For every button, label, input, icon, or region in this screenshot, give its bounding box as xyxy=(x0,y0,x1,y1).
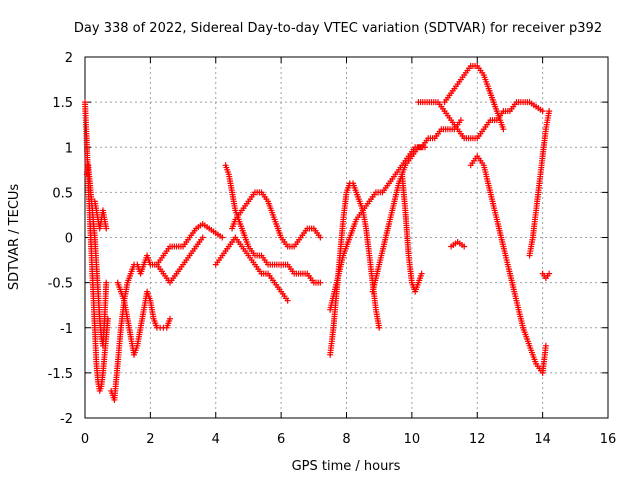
series-sat-g xyxy=(222,162,324,286)
x-tick-label: 8 xyxy=(342,432,350,447)
series-sat-d xyxy=(108,220,226,403)
y-tick-label: 2 xyxy=(65,51,73,66)
series-sat-l xyxy=(369,144,428,295)
series-sat-o xyxy=(441,63,507,133)
y-tick-label: 1.5 xyxy=(52,96,73,111)
series-sat-n xyxy=(415,99,546,142)
y-tick-label: 1 xyxy=(65,141,73,156)
x-tick-label: 14 xyxy=(534,432,551,447)
series-sat-h xyxy=(229,189,324,250)
series-sat-k xyxy=(327,117,464,313)
y-tick-label: 0 xyxy=(65,232,73,247)
series-sat-f xyxy=(153,234,206,286)
series-sat-j xyxy=(327,180,383,358)
data-point xyxy=(376,324,383,331)
y-tick-label: -0.5 xyxy=(48,277,73,292)
x-axis-label: GPS time / hours xyxy=(292,459,401,474)
series-sat-i xyxy=(212,234,291,304)
series-sat-r xyxy=(448,239,468,250)
x-tick-label: 6 xyxy=(277,432,285,447)
x-tick-label: 10 xyxy=(404,432,421,447)
data-point xyxy=(461,243,468,250)
series-sat-c xyxy=(91,198,110,232)
data-point xyxy=(166,315,173,322)
data-point xyxy=(317,279,324,286)
data-point xyxy=(421,144,428,151)
y-tick-label: 0.5 xyxy=(52,186,73,201)
grid-lines xyxy=(85,57,608,418)
data-points xyxy=(82,63,553,403)
x-tick-label: 16 xyxy=(600,432,617,447)
y-tick-label: -2 xyxy=(60,412,73,427)
y-axis-label: SDTVAR / TECUs xyxy=(7,184,22,291)
data-point xyxy=(546,270,553,277)
y-tick-label: -1.5 xyxy=(48,367,73,382)
data-point xyxy=(546,108,553,115)
chart-title: Day 338 of 2022, Sidereal Day-to-day VTE… xyxy=(74,21,602,36)
x-tick-label: 0 xyxy=(81,432,89,447)
data-point xyxy=(500,126,507,133)
x-tick-label: 4 xyxy=(212,432,220,447)
series-sat-m xyxy=(399,171,425,295)
axis-ticks: 0 2 4 6 8 10 12 14 16 -2 -1.5 -1 -0.5 0 0.5 1 1.5 2 xyxy=(48,51,617,447)
data-point xyxy=(418,270,425,277)
data-point xyxy=(103,225,110,232)
data-point xyxy=(542,342,549,349)
data-point xyxy=(103,279,110,286)
data-point xyxy=(317,234,324,241)
data-point xyxy=(457,117,464,124)
x-tick-label: 12 xyxy=(469,432,486,447)
series-sat-s xyxy=(539,270,553,282)
series-sat-p xyxy=(467,153,549,376)
data-point xyxy=(284,297,291,304)
data-point xyxy=(199,234,206,241)
x-tick-label: 2 xyxy=(146,432,154,447)
data-point xyxy=(539,108,546,115)
data-point xyxy=(219,234,226,241)
series-sat-q xyxy=(526,108,553,259)
y-tick-label: -1 xyxy=(60,322,73,337)
series-sat-e xyxy=(114,279,173,358)
